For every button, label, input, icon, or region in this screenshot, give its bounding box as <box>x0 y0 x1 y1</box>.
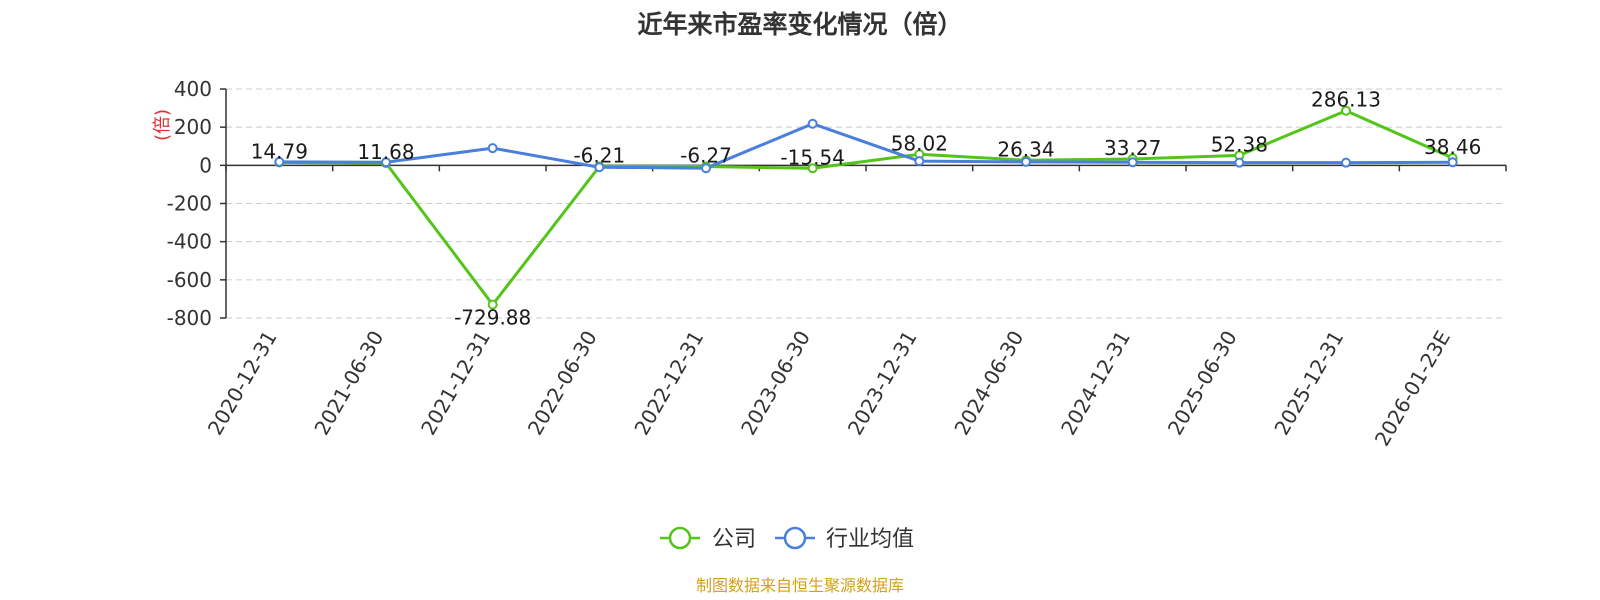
data-point-company[interactable] <box>1341 105 1351 116</box>
y-tick-label: -800 <box>167 306 212 330</box>
data-labels: 14.79 11.68 -729.88 -6.21 -6.27 -15.54 58.02 26… <box>251 88 1482 330</box>
x-tick-label: 2023-12-31 <box>843 326 922 439</box>
data-point-company[interactable] <box>807 163 818 174</box>
data-label: 38.46 <box>1424 135 1481 159</box>
data-label: -6.27 <box>680 144 732 168</box>
x-tick-label: 2022-12-31 <box>629 327 708 440</box>
data-label: -6.21 <box>573 144 625 168</box>
x-tick-label: 2020-12-31 <box>203 327 282 440</box>
data-label: 14.79 <box>251 140 308 164</box>
data-point-industry[interactable] <box>701 163 711 174</box>
series-layer <box>274 105 1458 310</box>
legend-label-company: 公司 <box>712 527 756 552</box>
y-tick-label: 400 <box>174 77 212 101</box>
data-point-industry[interactable] <box>1127 157 1138 168</box>
x-tick-label: 2025-06-30 <box>1163 327 1242 440</box>
data-point-industry[interactable] <box>381 157 391 168</box>
data-point-industry[interactable] <box>807 118 818 129</box>
y-tick-label: 200 <box>174 115 212 139</box>
data-label: 58.02 <box>891 131 948 155</box>
y-tick-label: 0 <box>199 153 212 177</box>
data-label: -15.54 <box>780 145 844 169</box>
legend: 公司 行业均值 <box>660 526 914 552</box>
series-line-company <box>279 109 1454 307</box>
x-tick-label: 2026-01-23E <box>1370 327 1455 451</box>
chart-title: 近年来市盈率变化情况（倍） <box>637 10 962 39</box>
legend-label-industry: 行业均值 <box>826 527 914 552</box>
x-tick-label: 2022-06-30 <box>523 327 602 440</box>
grid-lines <box>226 88 1506 319</box>
data-point-industry[interactable] <box>487 143 498 154</box>
x-tick-label: 2025-12-31 <box>1269 327 1348 440</box>
x-tick-label: 2023-06-30 <box>736 327 815 440</box>
y-axis-label: (倍) <box>152 109 173 141</box>
data-point-company[interactable] <box>487 299 498 310</box>
series-line-industry <box>279 122 1453 170</box>
data-label: 26.34 <box>997 137 1054 161</box>
legend-item-industry[interactable]: 行业均值 <box>775 526 914 552</box>
data-point-industry[interactable] <box>594 162 605 173</box>
data-point-industry[interactable] <box>1234 157 1245 168</box>
data-point-industry[interactable] <box>274 156 285 167</box>
data-label: -729.88 <box>454 306 531 330</box>
y-tick-label: -200 <box>167 192 212 216</box>
data-label: 52.38 <box>1211 132 1268 156</box>
x-tick-label: 2021-12-31 <box>416 326 495 439</box>
x-tick-label: 2021-06-30 <box>309 327 388 440</box>
data-label: 33.27 <box>1104 136 1161 160</box>
data-source-note: 制图数据来自恒生聚源数据库 <box>696 576 904 595</box>
y-tick-label: -600 <box>167 268 212 292</box>
legend-marker-company <box>668 526 692 550</box>
data-label: 286.13 <box>1311 88 1381 112</box>
data-point-industry[interactable] <box>1021 156 1031 167</box>
x-tick-label: 2024-12-31 <box>1056 327 1135 440</box>
data-point-industry[interactable] <box>1341 157 1351 168</box>
data-label: 11.68 <box>357 140 414 164</box>
data-point-industry[interactable] <box>1447 157 1458 168</box>
data-point-industry[interactable] <box>914 156 925 167</box>
y-tick-label: -400 <box>167 230 212 254</box>
legend-marker-industry <box>783 526 807 550</box>
legend-item-company[interactable]: 公司 <box>660 526 756 552</box>
x-tick-label: 2024-06-30 <box>949 327 1028 440</box>
